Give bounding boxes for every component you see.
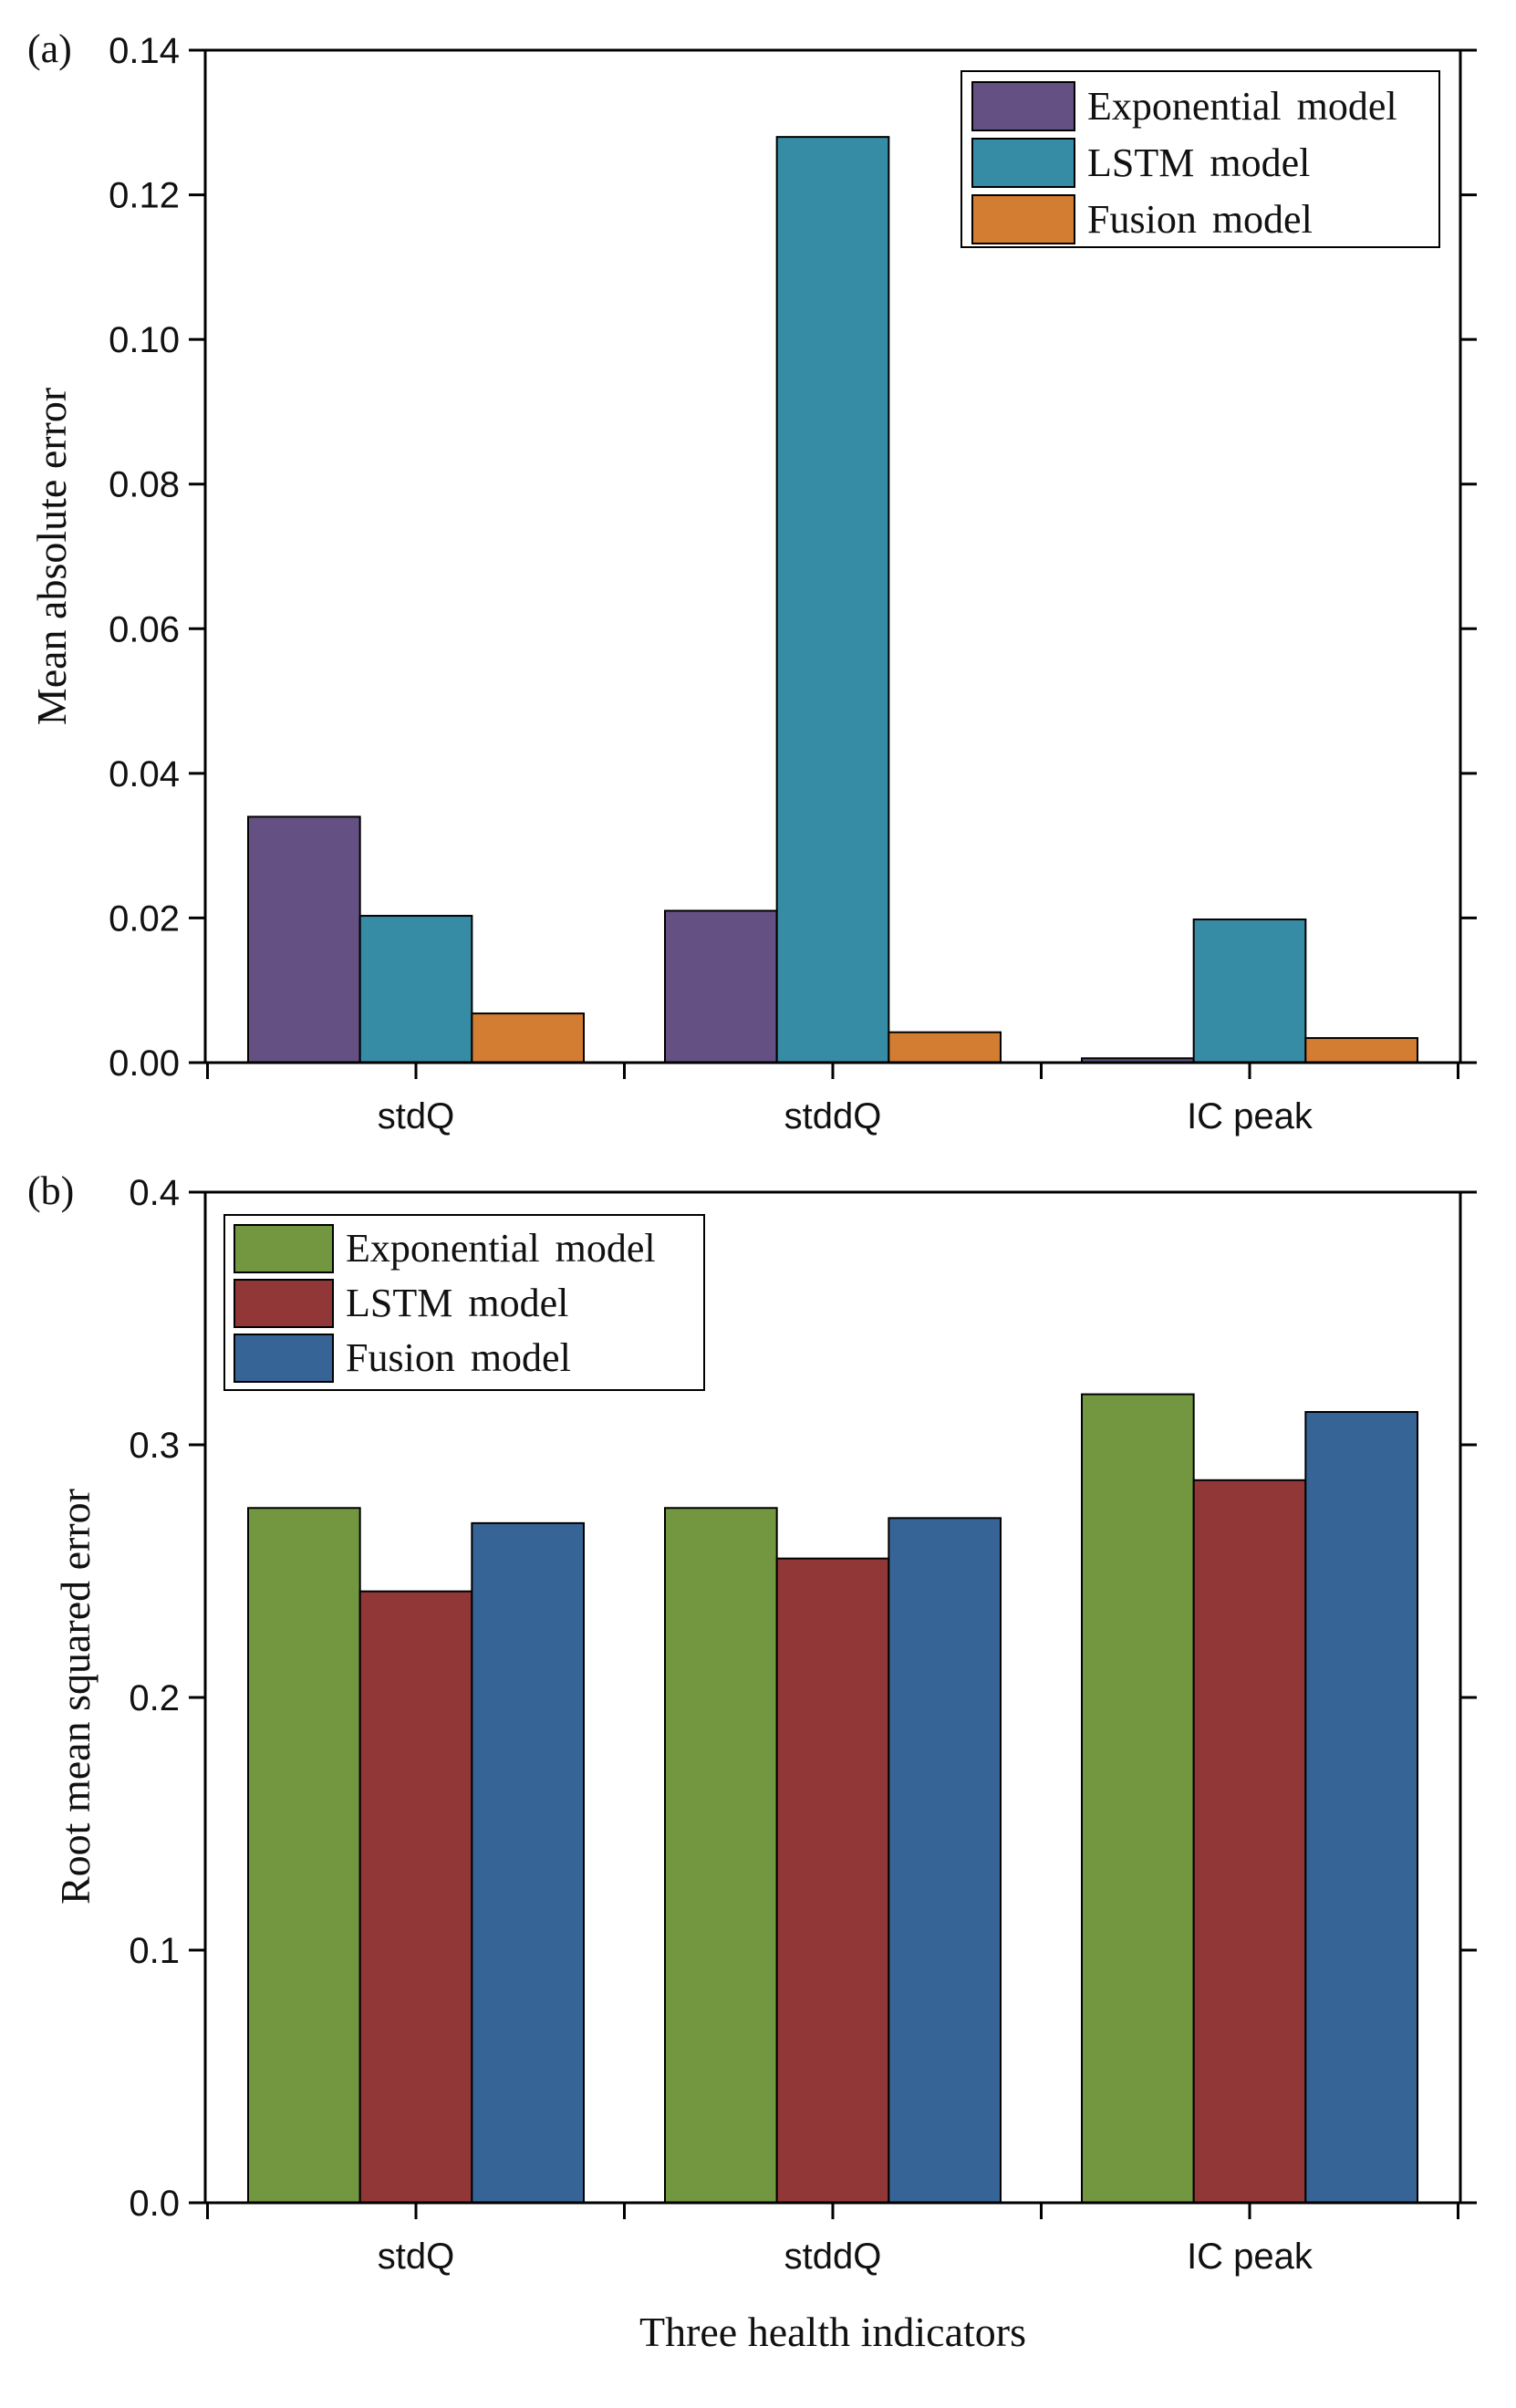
panel-a-y-ticks: 0.00 0.02 0.04 0.06 0.08 0.10 0.12 0.14	[109, 31, 1477, 1084]
panel-b-bar-stdq-fusion-model	[471, 1521, 586, 2204]
panel-b-bar-ic-peak-exponential-model	[1081, 1393, 1195, 2204]
panel-b-y-ticks: 0.0 0.1 0.2 0.3 0.4	[129, 1173, 1477, 2224]
panel-a-legend-label: Exponential model	[1087, 84, 1397, 129]
panel-b-bars	[247, 1393, 1418, 2205]
panel-a-legend-swatch	[971, 194, 1075, 244]
panel-b-y-tick-label: 0.2	[129, 1678, 180, 1718]
panel-b-bar-ic-peak-fusion-model	[1304, 1410, 1418, 2204]
panel-a-y-axis-title: Mean absolute error	[28, 388, 75, 725]
panel-a-bar-stddq-fusion-model	[888, 1031, 1002, 1064]
panel-b-bar-stdq-lstm-model	[358, 1590, 473, 2205]
panel-a-legend-swatch	[971, 138, 1075, 188]
panel-a-y-tick-label: 0.12	[109, 176, 180, 216]
panel-a-bar-stdq-lstm-model	[358, 915, 473, 1064]
panel-b-x-tick-label: stdQ	[378, 2237, 454, 2277]
panel-b-bar-stddq-lstm-model	[775, 1557, 890, 2204]
panel-a-mae-chart: (a) Mean absolute error 0.00 0.02 0.04 0.06…	[27, 26, 1477, 1137]
panel-b-legend-swatch	[234, 1224, 334, 1273]
panel-b-y-tick-label: 0.0	[129, 2184, 180, 2224]
panel-b-y-tick-label: 0.4	[129, 1173, 180, 1213]
panel-a-y-tick-label: 0.00	[109, 1043, 180, 1084]
panel-b-bar-stdq-exponential-model	[247, 1507, 361, 2204]
panel-b-legend: Exponential model LSTM model Fusion model	[223, 1214, 705, 1391]
panel-a-y-tick-label: 0.08	[109, 465, 180, 505]
panel-b-rmse-chart: (b) Root mean squared error 0.0 0.1 0.2 0.3…	[27, 1168, 1477, 2355]
panel-b-legend-swatch	[234, 1279, 334, 1328]
panel-a-y-tick-label: 0.04	[109, 754, 180, 794]
panel-b-bar-stddq-fusion-model	[888, 1517, 1002, 2204]
panel-b-y-tick-label: 0.1	[129, 1931, 180, 1971]
panel-b-label: (b)	[27, 1168, 74, 1213]
panel-a-legend-label: LSTM model	[1087, 140, 1310, 185]
panel-b-bar-stddq-exponential-model	[664, 1507, 778, 2204]
panel-b-legend-swatch	[234, 1334, 334, 1383]
panel-a-legend: Exponential model LSTM model Fusion model	[960, 70, 1440, 248]
panel-a-label: (a)	[27, 26, 72, 71]
panel-b-x-axis-title: Three health indicators	[639, 2309, 1026, 2355]
panel-b-x-tick-label: stddQ	[784, 2237, 882, 2277]
panel-a-bar-stdq-fusion-model	[471, 1012, 586, 1064]
panel-a-bar-stdq-exponential-model	[247, 815, 361, 1064]
panel-a-x-tick-label: stddQ	[784, 1096, 882, 1137]
panel-a-legend-swatch	[971, 81, 1075, 131]
panel-b-x-tick-label: IC peak	[1187, 2237, 1314, 2277]
panel-a-bar-ic-peak-fusion-model	[1304, 1037, 1418, 1064]
panel-b-y-axis-title: Root mean squared error	[52, 1489, 99, 1905]
panel-a-y-tick-label: 0.10	[109, 320, 180, 360]
panel-b-legend-label: Exponential model	[346, 1226, 656, 1271]
panel-b-bar-ic-peak-lstm-model	[1192, 1479, 1307, 2204]
panel-a-x-tick-label: stdQ	[378, 1096, 454, 1137]
panel-a-bar-ic-peak-lstm-model	[1192, 919, 1307, 1064]
panel-b-legend-label: Fusion model	[346, 1335, 571, 1380]
panel-a-bars	[247, 136, 1418, 1064]
panel-a-bar-stddq-exponential-model	[664, 909, 778, 1064]
panel-a-x-tick-label: IC peak	[1187, 1096, 1314, 1137]
panel-b-legend-label: LSTM model	[346, 1281, 568, 1325]
panel-a-y-tick-label: 0.02	[109, 898, 180, 939]
panel-a-y-tick-label: 0.06	[109, 609, 180, 649]
panel-a-legend-label: Fusion model	[1087, 197, 1313, 242]
panel-a-bar-stddq-lstm-model	[775, 136, 890, 1064]
panel-a-y-tick-label: 0.14	[109, 31, 180, 71]
panel-b-x-ticks: stdQ stddQ IC peak	[206, 2203, 1459, 2277]
panel-b-y-tick-label: 0.3	[129, 1426, 180, 1466]
panel-a-x-ticks: stdQ stddQ IC peak	[206, 1063, 1459, 1137]
